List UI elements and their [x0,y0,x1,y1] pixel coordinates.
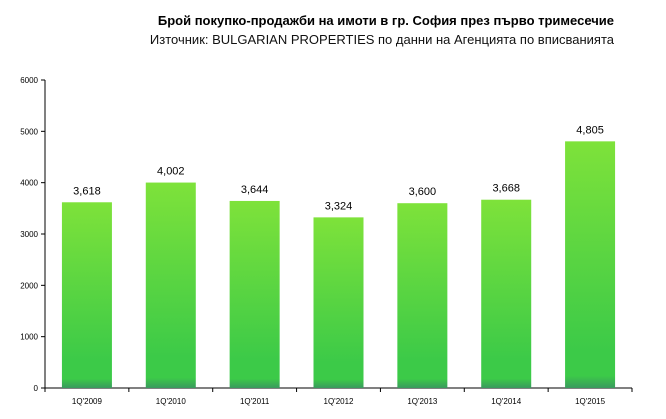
x-tick-label: 1Q'2015 [575,397,606,406]
data-label: 3,618 [73,185,101,197]
data-label: 4,002 [157,166,185,178]
bar [61,202,112,388]
y-tick-label: 1000 [20,333,38,342]
data-label: 4,805 [576,124,604,136]
x-tick-label: 1Q'2010 [156,397,187,406]
chart-subtitle: Източник: BULGARIAN PROPERTIES по данни … [149,32,614,47]
bar [481,199,532,388]
data-label: 3,324 [325,200,353,212]
y-tick-label: 2000 [20,281,38,290]
y-tick-label: 6000 [20,76,38,85]
chart-title: Брой покупко-продажби на имоти в гр. Соф… [157,13,614,28]
y-tick-label: 4000 [20,179,38,188]
bar [565,141,616,388]
y-tick-label: 3000 [20,230,38,239]
bar [145,182,196,388]
data-label: 3,668 [492,183,520,195]
bar [229,200,280,388]
y-tick-label: 5000 [20,127,38,136]
x-tick-label: 1Q'2013 [407,397,438,406]
y-tick-label: 0 [34,384,39,393]
data-label: 3,600 [409,186,437,198]
x-tick-label: 1Q'2009 [72,397,103,406]
data-label: 3,644 [241,184,269,196]
chart-header: Брой покупко-продажби на имоти в гр. Соф… [150,13,614,48]
bar [397,203,448,388]
x-tick-label: 1Q'2011 [240,397,270,406]
bar [313,217,364,388]
x-tick-label: 1Q'2014 [491,397,522,406]
x-tick-label: 1Q'2012 [324,397,355,406]
